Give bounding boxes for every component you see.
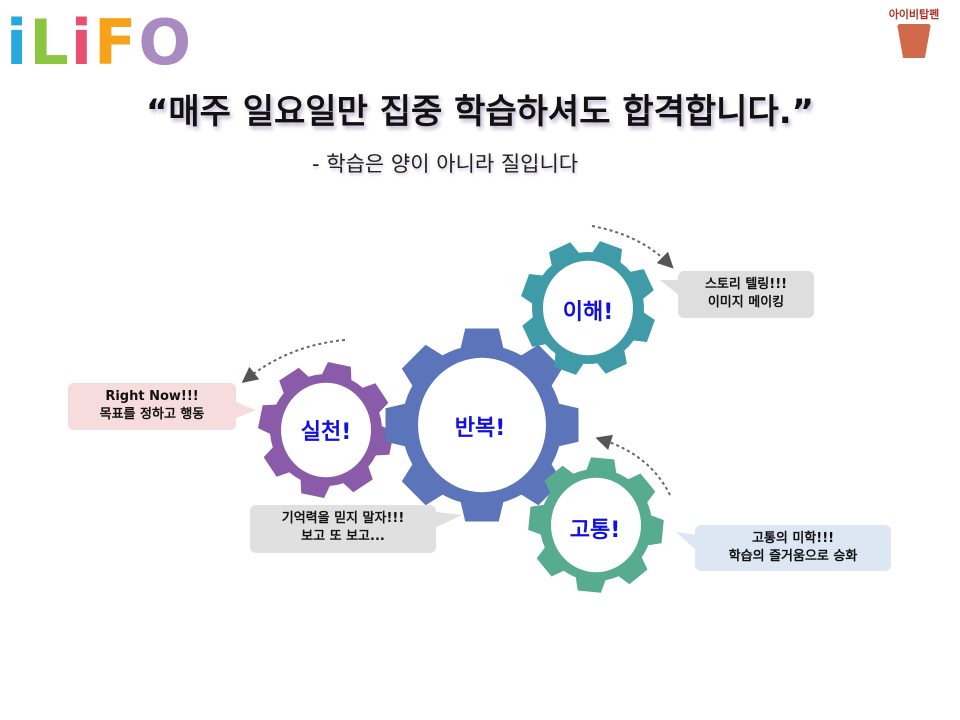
gear-ihae-center	[543, 260, 633, 356]
callout-line: 고통의 미학!!!	[751, 531, 835, 546]
callout-line: 보고 또 보고...	[301, 529, 385, 544]
mascot-logo: 아이비탑펜	[884, 6, 944, 62]
callout-line: 기억력을 믿지 말자!!!	[281, 511, 405, 526]
gear-label-shichun: 실천!	[300, 420, 352, 445]
mascot-text: 아이비탑펜	[888, 8, 940, 21]
gear-label-ihae: 이해!	[562, 300, 614, 325]
gear-gotong-center	[551, 477, 641, 573]
callout-storytelling: 스토리 텔링!!! 이미지 메이킹	[678, 271, 814, 318]
callout-right-now: Right Now!!! 목표를 정하고 행동	[68, 383, 236, 430]
flowerpot-icon	[897, 24, 931, 58]
ilifo-logo: iLiFO	[6, 8, 193, 78]
callout-line: Right Now!!!	[105, 389, 199, 404]
logo-letter: L	[29, 6, 71, 79]
logo-letter: O	[138, 6, 194, 79]
callout-tail	[236, 402, 256, 418]
callout-line: 목표를 정하고 행동	[99, 407, 205, 422]
logo-letter: F	[94, 6, 139, 79]
callout-line: 학습의 즐거움으로 승화	[728, 549, 858, 564]
gear-banbok-center	[418, 357, 546, 493]
callout-line: 스토리 텔링!!!	[704, 277, 788, 292]
gear-label-banbok: 반복!	[454, 416, 506, 441]
callout-pain: 고통의 미학!!! 학습의 즐거움으로 승화	[695, 525, 891, 571]
logo-letter: i	[70, 6, 95, 79]
gear-label-gotong: 고통!	[569, 518, 621, 543]
callout-tail	[660, 280, 680, 296]
page-subtitle: - 학습은 양이 아니라 질입니다	[312, 152, 579, 176]
callout-line: 이미지 메이킹	[707, 295, 785, 310]
gear-shichun-center	[281, 382, 371, 478]
logo-letter: i	[6, 6, 30, 79]
arrow-gotong	[595, 434, 671, 496]
callout-tail	[676, 532, 698, 552]
page-title: “매주 일요일만 집중 학습하셔도 합격합니다.”	[146, 92, 814, 132]
callout-memory: 기억력을 믿지 말자!!! 보고 또 보고...	[250, 505, 436, 553]
